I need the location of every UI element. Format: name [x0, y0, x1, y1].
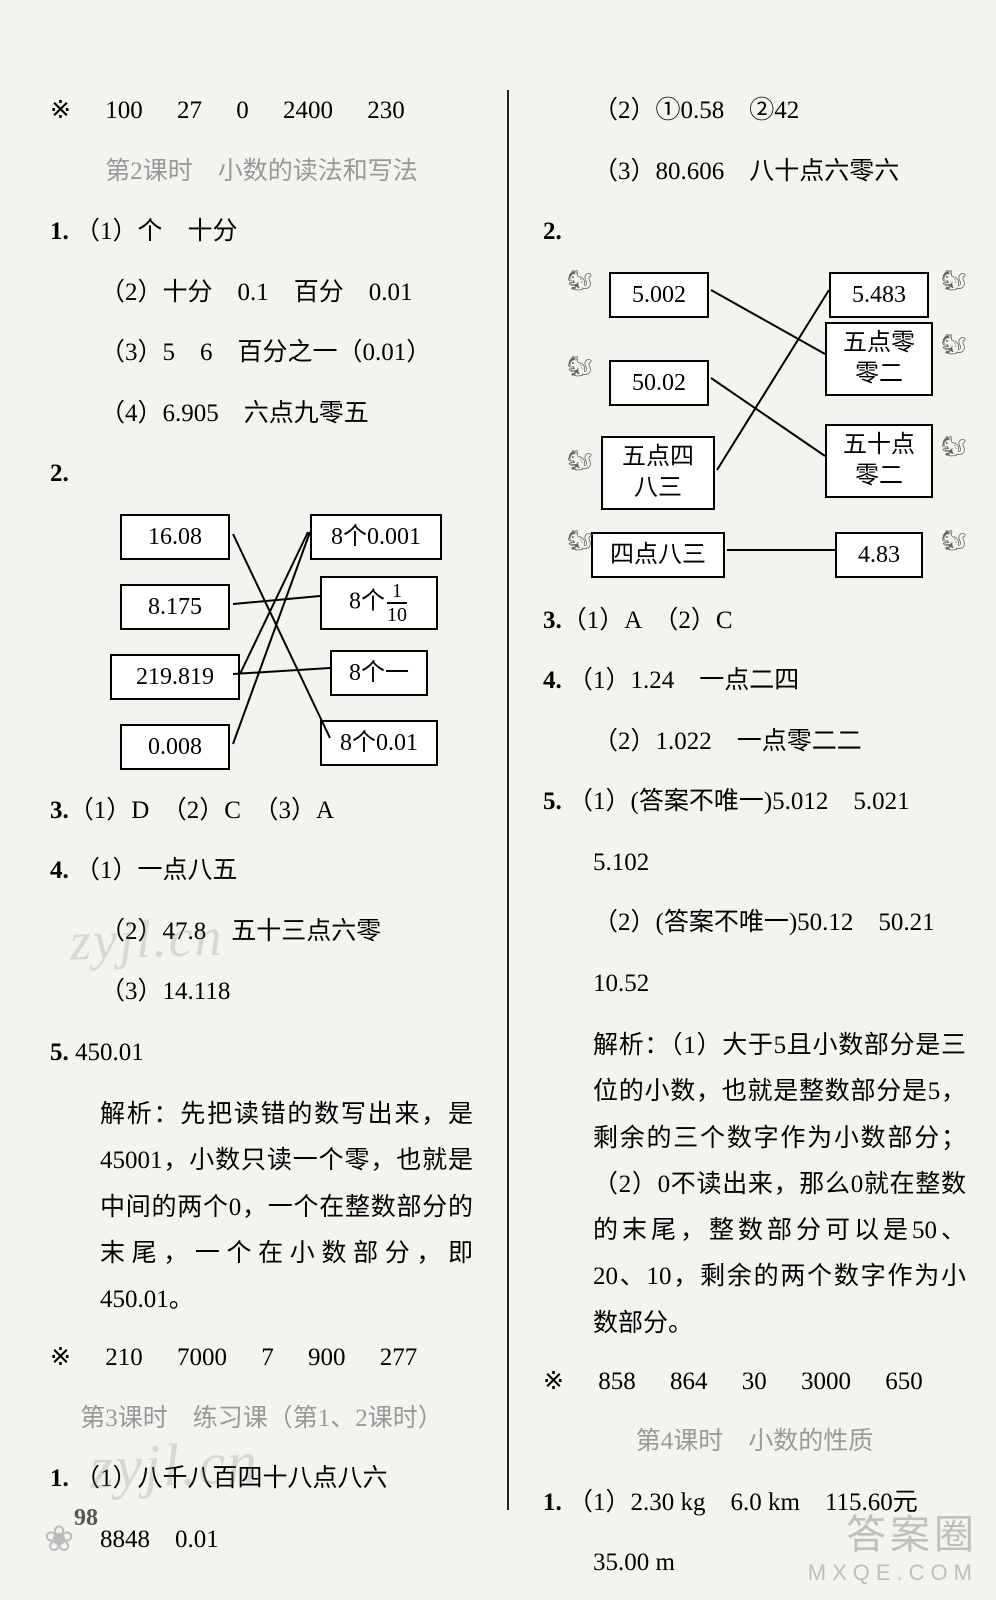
left-column: ※ 100 27 0 2400 230 第2课时 小数的读法和写法 1. （1）… — [50, 90, 483, 1550]
decor-icon: 🐿 — [941, 268, 966, 293]
q1b-line1: 8848 0.01 — [50, 1519, 473, 1562]
match-box: 8.175 — [120, 584, 230, 630]
match-box: 50.02 — [609, 360, 709, 406]
decor-icon: 🐿 — [941, 528, 966, 553]
match-diagram-left: 16.08 8.175 219.819 0.008 8个0.001 8个110 8个一 8个0… — [68, 514, 473, 774]
match-box: 4.83 — [835, 532, 923, 578]
rq5-2: （2）(答案不唯一)50.12 50.21 — [543, 902, 966, 945]
match-box: 8个110 — [320, 576, 438, 630]
match-box: 5.483 — [829, 272, 929, 318]
lesson-4-heading: 第4课时 小数的性质 — [543, 1421, 966, 1464]
star-prefix: ※ — [50, 97, 71, 124]
match-box: 四点八三 — [591, 532, 725, 578]
corner-wm-bottom: MXQE.COM — [808, 1560, 978, 1586]
rq5-1: 5.102 — [543, 842, 966, 885]
q3: 3.（1）D （2）C （3）A — [50, 790, 473, 833]
rq2-label-row: 2. — [543, 211, 966, 254]
star-line-2: ※ 210 7000 7 900 277 — [50, 1337, 473, 1380]
q5-label: 5. 450.01 — [50, 1032, 473, 1075]
decor-icon: 🐿 — [941, 434, 966, 459]
match-diagram-right: 5.002 50.02 五点四八三四点八三 5.483五点零零二五十点零二 4.83 🐿 🐿… — [549, 272, 966, 582]
q4-line0: 4. （1）一点八五 — [50, 850, 473, 893]
star-line-1: ※ 100 27 0 2400 230 — [50, 90, 473, 133]
lesson-3-heading: 第3课时 练习课（第1、2课时） — [50, 1398, 473, 1441]
match-box: 8个0.001 — [310, 514, 442, 560]
decor-icon: 🐿 — [567, 268, 592, 293]
right-column: （2）①0.58 ②42 （3）80.606 八十点六零六 2. 5.002 50… — [533, 90, 966, 1550]
rq5-3: 10.52 — [543, 963, 966, 1006]
q1b-line0: 1. （1）八千八百四十八点八六 — [50, 1458, 473, 1501]
page-root: ※ 100 27 0 2400 230 第2课时 小数的读法和写法 1. （1）… — [0, 0, 996, 1600]
match-box: 8个0.01 — [320, 720, 438, 766]
page-flower-icon: ❀ — [44, 1518, 74, 1560]
match-box: 16.08 — [120, 514, 230, 560]
q1-line3: （4）6.905 六点九零五 — [50, 393, 473, 436]
match-box: 0.008 — [120, 724, 230, 770]
q4-line2: （3）14.118 — [50, 971, 473, 1014]
decor-icon: 🐿 — [941, 332, 966, 357]
rq4-1: （2）1.022 一点零二二 — [543, 721, 966, 764]
q2-label: 2. — [50, 460, 69, 487]
r-star-line: ※ 858 864 30 3000 650 — [543, 1361, 966, 1404]
rq3: 3.（1）A （2）C — [543, 600, 966, 643]
corner-wm-top: 答案圈 — [808, 1502, 978, 1560]
match-box: 五十点零二 — [825, 424, 933, 498]
rq5-explain: 解析：（1）大于5且小数部分是三位的小数，也就是整数部分是5，剩余的三个数字作为… — [543, 1023, 966, 1347]
decor-icon: 🐿 — [567, 354, 592, 379]
match-box: 219.819 — [110, 654, 240, 700]
q1-line1: （2）十分 0.1 百分 0.01 — [50, 272, 473, 315]
decor-icon: 🐿 — [567, 448, 592, 473]
q2-label-row: 2. — [50, 453, 473, 496]
q1-line2: （3）5 6 百分之一（0.01） — [50, 332, 473, 375]
page-number: 98 — [74, 1505, 98, 1532]
rq4-0: 4. （1）1.24 一点二四 — [543, 660, 966, 703]
match-box: 8个一 — [330, 650, 428, 696]
rq5-0: 5. （1）(答案不唯一)5.012 5.021 — [543, 781, 966, 824]
r-top-0: （2）①0.58 ②42 — [543, 90, 966, 133]
q5-explain: 解析：先把读错的数写出来，是45001，小数只读一个零，也就是中间的两个0，一个… — [50, 1092, 473, 1323]
match-box: 五点零零二 — [825, 322, 933, 396]
lesson-2-heading: 第2课时 小数的读法和写法 — [50, 151, 473, 194]
q1-line0: 1. （1）个 十分 — [50, 211, 473, 254]
q4-line1: （2）47.8 五十三点六零 — [50, 911, 473, 954]
q1-label: 1. — [50, 218, 69, 245]
match-box: 5.002 — [609, 272, 709, 318]
match-box: 五点四八三 — [601, 436, 715, 510]
column-divider — [507, 90, 509, 1510]
corner-watermark: 答案圈 MXQE.COM — [808, 1502, 978, 1586]
r-top-1: （3）80.606 八十点六零六 — [543, 151, 966, 194]
decor-icon: 🐿 — [567, 528, 592, 553]
